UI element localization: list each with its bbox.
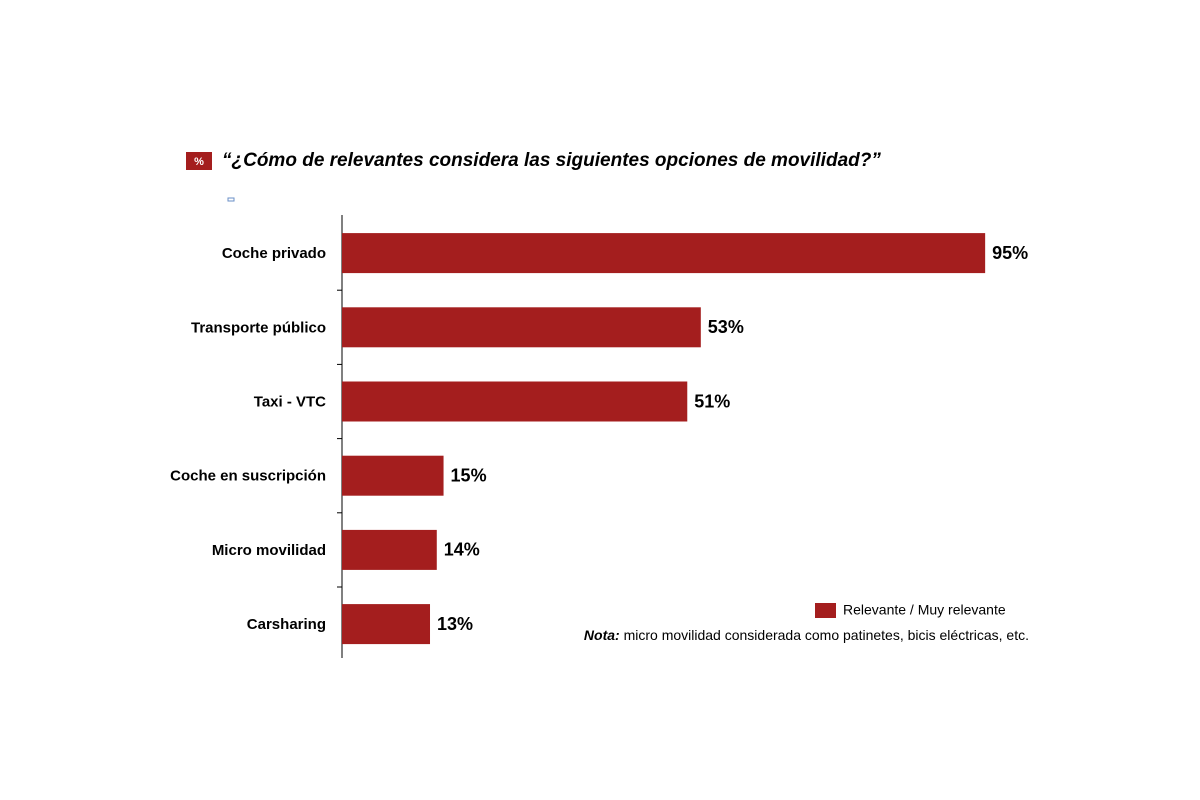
value-label: 53% <box>708 317 744 337</box>
category-label: Coche en suscripción <box>170 468 326 485</box>
legend-swatch <box>815 603 836 618</box>
value-label: 14% <box>444 540 480 560</box>
category-label: Micro movilidad <box>212 542 326 559</box>
note-text: micro movilidad considerada como patinet… <box>624 627 1029 643</box>
category-label: Carsharing <box>247 616 326 633</box>
note-label: Nota: <box>584 627 620 643</box>
bar <box>342 455 444 496</box>
badge <box>186 152 212 170</box>
legend-label: Relevante / Muy relevante <box>843 602 1006 618</box>
bar <box>342 307 701 348</box>
badge-text: % <box>194 156 204 168</box>
decoration <box>227 197 235 202</box>
value-label: 15% <box>451 465 487 485</box>
category-label: Transporte público <box>191 319 326 336</box>
bar <box>342 529 437 570</box>
value-label: 13% <box>437 614 473 634</box>
category-label: Taxi - VTC <box>254 393 326 410</box>
bar <box>342 604 431 645</box>
bar <box>342 381 688 422</box>
value-label: 95% <box>992 243 1028 263</box>
category-label: Coche privado <box>222 245 326 262</box>
value-label: 51% <box>694 391 730 411</box>
chart-title: “¿Cómo de relevantes considera las sigui… <box>222 150 881 171</box>
note: Nota: micro movilidad considerada como p… <box>584 627 1029 643</box>
bar <box>342 233 986 274</box>
